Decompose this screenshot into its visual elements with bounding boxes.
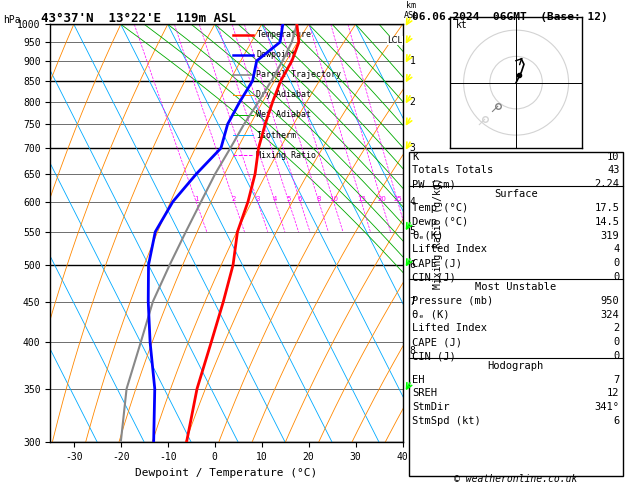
Text: 12: 12 (607, 388, 620, 399)
Text: Most Unstable: Most Unstable (475, 282, 557, 292)
Text: K: K (412, 152, 418, 162)
Text: 0: 0 (613, 258, 620, 268)
Text: 2: 2 (613, 323, 620, 333)
Text: 14.5: 14.5 (594, 217, 620, 227)
Text: hPa: hPa (3, 15, 21, 25)
Text: 25: 25 (393, 196, 402, 202)
Text: LCL: LCL (387, 36, 403, 45)
Text: Pressure (mb): Pressure (mb) (412, 295, 493, 306)
X-axis label: Dewpoint / Temperature (°C): Dewpoint / Temperature (°C) (135, 468, 318, 478)
Text: Hodograph: Hodograph (487, 361, 544, 371)
Text: 8: 8 (316, 196, 321, 202)
Text: CAPE (J): CAPE (J) (412, 258, 462, 268)
Text: StmSpd (kt): StmSpd (kt) (412, 416, 481, 426)
Text: 4: 4 (613, 244, 620, 255)
Text: 0: 0 (613, 272, 620, 282)
Text: Dewpoint: Dewpoint (257, 51, 296, 59)
Text: 43: 43 (607, 165, 620, 175)
Text: km
ASL: km ASL (404, 0, 419, 20)
Text: Temp (°C): Temp (°C) (412, 203, 468, 213)
Text: 5: 5 (287, 196, 291, 202)
Text: 1: 1 (194, 196, 198, 202)
Text: Mixing Ratio: Mixing Ratio (257, 151, 316, 159)
Text: EH: EH (412, 375, 425, 384)
Text: 3: 3 (255, 196, 260, 202)
Text: 7: 7 (409, 296, 416, 307)
Text: Wet Adiabat: Wet Adiabat (257, 110, 311, 120)
Text: Lifted Index: Lifted Index (412, 244, 487, 255)
Text: SREH: SREH (412, 388, 437, 399)
Text: Surface: Surface (494, 189, 538, 199)
Text: CIN (J): CIN (J) (412, 351, 456, 361)
Text: 5: 5 (409, 226, 416, 236)
Text: 06.06.2024  06GMT  (Base: 12): 06.06.2024 06GMT (Base: 12) (412, 12, 608, 22)
Text: 319: 319 (601, 230, 620, 241)
Text: 6: 6 (613, 416, 620, 426)
Text: 43°37'N  13°22'E  119m ASL: 43°37'N 13°22'E 119m ASL (41, 12, 236, 25)
Text: 3: 3 (409, 143, 416, 153)
Text: 20: 20 (377, 196, 386, 202)
Text: Totals Totals: Totals Totals (412, 165, 493, 175)
Text: 1: 1 (409, 56, 416, 66)
Text: 10: 10 (607, 152, 620, 162)
Text: PW (cm): PW (cm) (412, 179, 456, 190)
Text: Isotherm: Isotherm (257, 131, 296, 139)
Text: CIN (J): CIN (J) (412, 272, 456, 282)
Text: 0: 0 (613, 337, 620, 347)
Text: 950: 950 (601, 295, 620, 306)
Text: 15: 15 (357, 196, 365, 202)
Text: Dry Adiabat: Dry Adiabat (257, 90, 311, 100)
Text: 6: 6 (409, 260, 416, 270)
Text: 6: 6 (298, 196, 303, 202)
Text: 324: 324 (601, 310, 620, 319)
Text: 4: 4 (273, 196, 277, 202)
Text: 0: 0 (613, 351, 620, 361)
Text: 2: 2 (232, 196, 237, 202)
Text: 7: 7 (613, 375, 620, 384)
Text: 10: 10 (329, 196, 338, 202)
Text: CAPE (J): CAPE (J) (412, 337, 462, 347)
Text: StmDir: StmDir (412, 402, 450, 412)
Text: Temperature: Temperature (257, 30, 311, 39)
Text: 2: 2 (409, 97, 416, 107)
Text: Parcel Trajectory: Parcel Trajectory (257, 70, 342, 79)
Text: 17.5: 17.5 (594, 203, 620, 213)
Text: kt: kt (456, 19, 467, 30)
Text: Dewp (°C): Dewp (°C) (412, 217, 468, 227)
Text: 4: 4 (409, 197, 416, 207)
Text: Lifted Index: Lifted Index (412, 323, 487, 333)
Text: 341°: 341° (594, 402, 620, 412)
Text: 8: 8 (409, 346, 416, 356)
Text: Mixing Ratio (g/kg): Mixing Ratio (g/kg) (433, 177, 443, 289)
Text: © weatheronline.co.uk: © weatheronline.co.uk (454, 474, 577, 484)
Text: θₑ(K): θₑ(K) (412, 230, 443, 241)
Text: θₑ (K): θₑ (K) (412, 310, 450, 319)
Text: 2.24: 2.24 (594, 179, 620, 190)
